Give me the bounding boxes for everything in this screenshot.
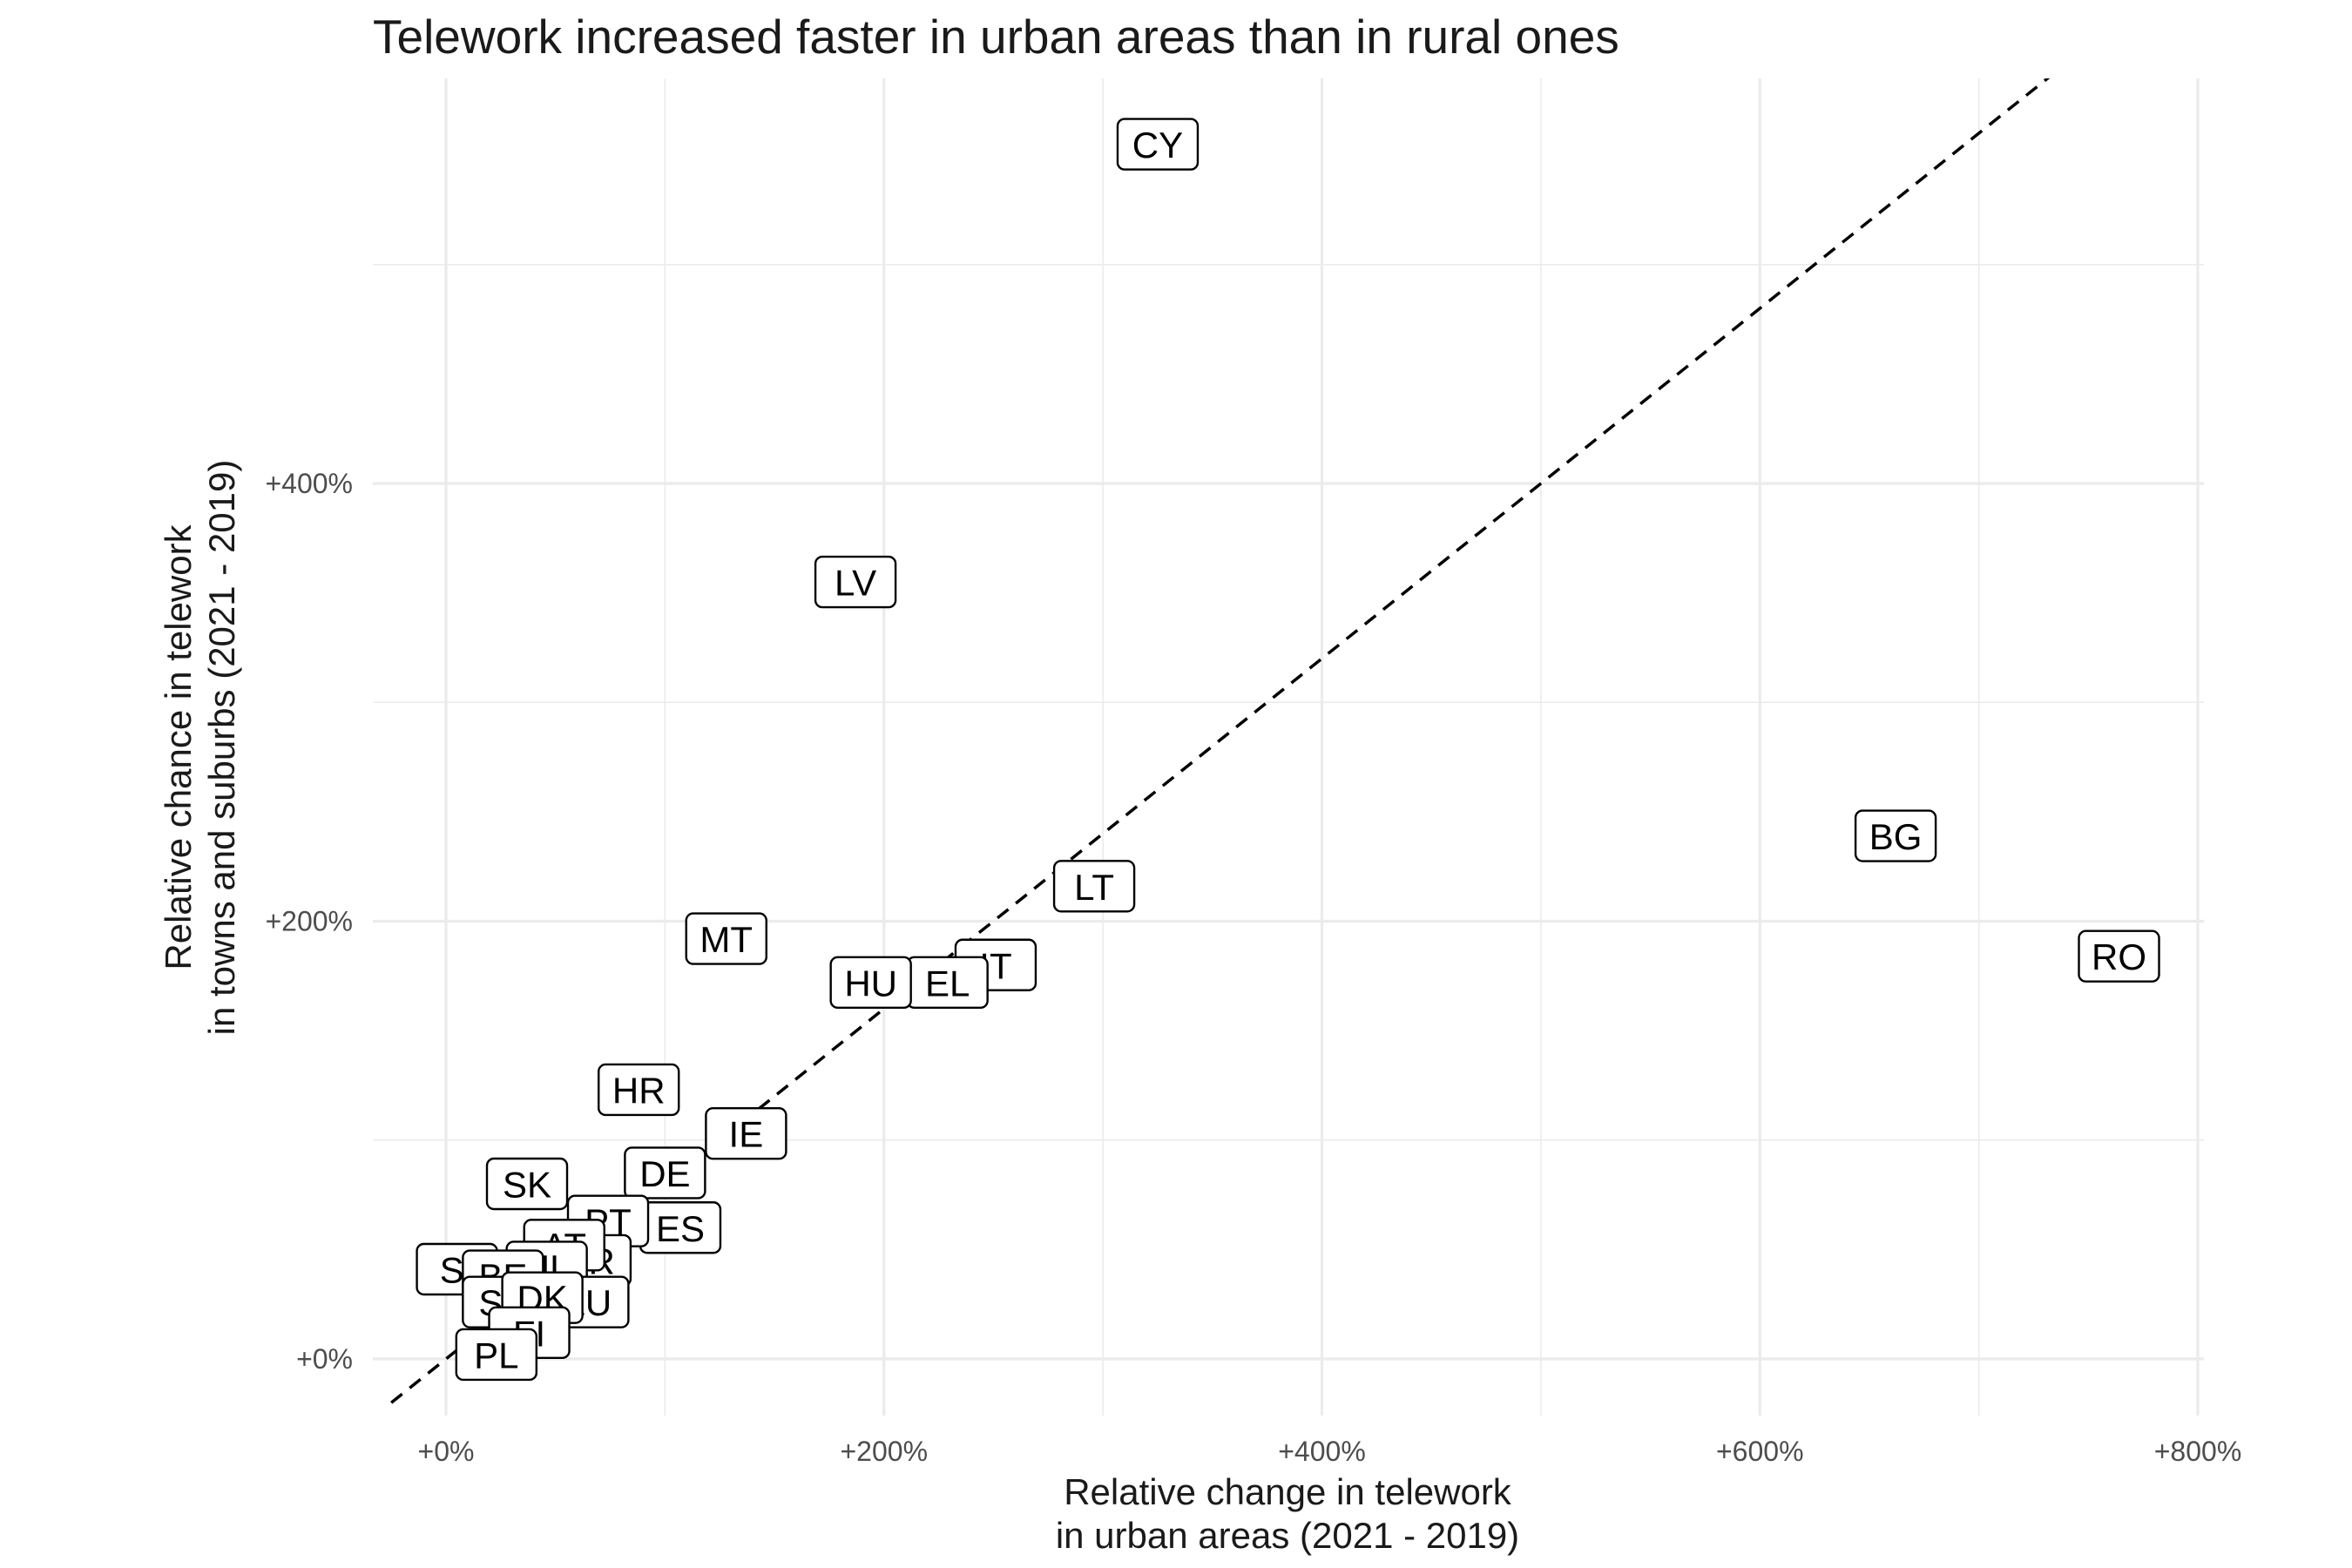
point-label-de: DE bbox=[624, 1146, 706, 1200]
label-text: EL bbox=[925, 963, 970, 1004]
point-label-mt: MT bbox=[685, 912, 767, 965]
point-label-pl: PL bbox=[455, 1328, 538, 1382]
label-box bbox=[598, 1063, 680, 1117]
point-label-es: ES bbox=[639, 1201, 722, 1254]
label-text: RO bbox=[2092, 936, 2146, 977]
point-label-ie: IE bbox=[705, 1107, 787, 1160]
label-box bbox=[624, 1146, 706, 1200]
x-tick-label: +400% bbox=[1278, 1436, 1366, 1467]
x-axis-title-line-2: in urban areas (2021 - 2019) bbox=[1056, 1515, 1519, 1556]
chart-title: Telework increased faster in urban areas… bbox=[373, 10, 1619, 64]
label-box bbox=[814, 555, 897, 609]
x-tick-label: +600% bbox=[1716, 1436, 1804, 1467]
label-text: HR bbox=[612, 1070, 666, 1111]
label-text: ES bbox=[656, 1208, 705, 1249]
label-text: IE bbox=[729, 1114, 764, 1155]
label-text: CY bbox=[1132, 125, 1183, 166]
y-tick-label: +200% bbox=[265, 906, 353, 937]
label-box bbox=[1052, 860, 1136, 913]
label-box bbox=[485, 1157, 569, 1211]
label-text: LT bbox=[1074, 867, 1114, 908]
point-label-sk: SK bbox=[485, 1157, 569, 1211]
point-label-el: EL bbox=[906, 956, 989, 1010]
x-tick-label: +200% bbox=[840, 1436, 928, 1467]
axis-ticks: +0% +200% +400% +600% +800% +0% +200% +400% bbox=[265, 468, 2241, 1467]
label-box bbox=[455, 1328, 538, 1382]
point-labels: CYLVBGLTMTROITELHUHRIEDESKESPTFRATSINLBE… bbox=[416, 118, 2160, 1382]
axis-titles: Relative change in telework in urban are… bbox=[158, 460, 1519, 1556]
label-box bbox=[685, 912, 767, 965]
x-tick-label: +0% bbox=[418, 1436, 475, 1467]
label-text: PL bbox=[474, 1335, 518, 1375]
label-text: DE bbox=[639, 1153, 690, 1194]
label-box bbox=[705, 1107, 787, 1160]
label-text: BG bbox=[1869, 816, 1923, 857]
label-box bbox=[829, 956, 912, 1010]
y-tick-label: +0% bbox=[296, 1343, 353, 1375]
label-text: LV bbox=[835, 563, 876, 604]
point-label-bg: BG bbox=[1854, 809, 1937, 862]
point-label-lt: LT bbox=[1052, 860, 1136, 913]
x-axis-title-line-1: Relative change in telework bbox=[1064, 1471, 1512, 1512]
label-box bbox=[1116, 118, 1200, 171]
label-text: MT bbox=[700, 919, 753, 960]
point-label-hu: HU bbox=[829, 956, 912, 1010]
point-label-cy: CY bbox=[1116, 118, 1200, 171]
label-text: HU bbox=[844, 963, 897, 1004]
label-box bbox=[2078, 929, 2160, 983]
point-label-hr: HR bbox=[598, 1063, 680, 1117]
grid-lines bbox=[373, 78, 2204, 1416]
point-label-ro: RO bbox=[2078, 929, 2160, 983]
y-axis-title-line-1: Relative chance in telework bbox=[158, 524, 199, 970]
x-tick-label: +800% bbox=[2154, 1436, 2242, 1467]
y-axis-title-line-2: in towns and suburbs (2021 - 2019) bbox=[201, 460, 242, 1036]
y-tick-label: +400% bbox=[265, 468, 353, 499]
point-label-lv: LV bbox=[814, 555, 897, 609]
label-text: SK bbox=[503, 1165, 551, 1206]
label-box bbox=[1854, 809, 1937, 862]
